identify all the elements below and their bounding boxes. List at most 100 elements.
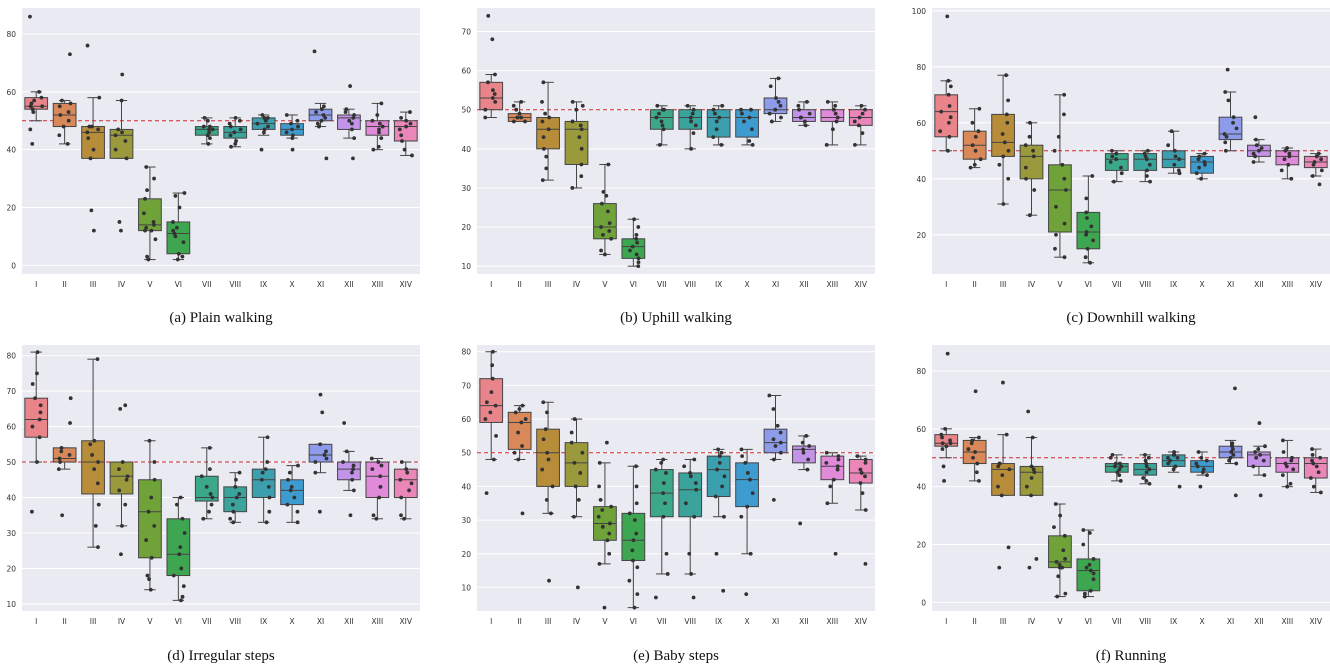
x-tick-label: IV: [118, 617, 126, 626]
data-point: [1289, 176, 1294, 181]
data-point: [599, 248, 603, 253]
y-tick-label: 60: [461, 415, 471, 424]
data-point: [1060, 162, 1065, 167]
x-tick-label: III: [90, 617, 97, 626]
data-point: [1118, 478, 1123, 483]
data-point: [519, 99, 524, 104]
data-point: [61, 124, 66, 129]
data-point: [804, 99, 809, 104]
data-point: [549, 511, 553, 516]
y-tick-label: 40: [916, 483, 926, 492]
data-point: [547, 115, 552, 120]
data-point: [143, 228, 147, 233]
data-point: [1030, 435, 1035, 440]
data-point: [857, 115, 862, 120]
data-point: [60, 513, 65, 518]
data-point: [1091, 238, 1095, 243]
data-point: [398, 477, 403, 482]
data-point: [691, 107, 696, 112]
box-body: [308, 443, 333, 463]
data-point: [516, 430, 520, 435]
data-point: [860, 111, 865, 116]
data-point: [151, 220, 156, 224]
data-point: [996, 464, 1001, 469]
data-point: [711, 107, 716, 112]
data-point: [1311, 461, 1316, 466]
data-point: [1254, 137, 1258, 142]
data-point: [1024, 176, 1028, 181]
data-point: [1166, 455, 1170, 460]
data-point: [1117, 467, 1122, 472]
data-point: [945, 351, 950, 356]
data-point: [657, 111, 661, 116]
box-VI: [621, 465, 646, 609]
data-point: [141, 211, 146, 216]
data-point: [664, 551, 669, 556]
data-point: [657, 143, 662, 147]
data-point: [402, 516, 407, 521]
data-point: [739, 107, 743, 112]
data-point: [713, 111, 717, 116]
data-point: [1114, 151, 1119, 156]
y-tick-label: 10: [461, 262, 471, 271]
data-point: [1064, 188, 1068, 192]
data-point: [596, 514, 601, 519]
data-point: [348, 513, 353, 518]
data-point: [1251, 464, 1256, 469]
data-point: [410, 153, 414, 158]
data-point: [318, 392, 323, 397]
x-tick-label: VII: [657, 617, 667, 626]
data-point: [1110, 452, 1115, 457]
data-point: [606, 209, 610, 214]
x-tick-label: II: [517, 617, 521, 626]
box-body: [52, 447, 77, 463]
data-point: [1166, 143, 1171, 148]
data-point: [1052, 525, 1056, 530]
x-tick-label: XI: [1227, 280, 1234, 289]
data-point: [1177, 157, 1181, 162]
data-point: [687, 551, 692, 556]
data-point: [969, 441, 974, 446]
data-point: [207, 127, 211, 132]
data-point: [715, 467, 720, 472]
box-X: [735, 448, 759, 555]
data-point: [68, 421, 72, 425]
data-point: [970, 143, 975, 148]
box-body: [81, 126, 105, 159]
data-point: [634, 252, 639, 257]
data-point: [1230, 441, 1235, 446]
data-point: [1318, 490, 1323, 495]
data-point: [209, 502, 214, 507]
data-point: [604, 193, 609, 198]
data-point: [1006, 545, 1011, 550]
data-point: [296, 463, 300, 468]
data-point: [404, 467, 409, 472]
box-body: [1019, 144, 1044, 180]
data-point: [1201, 470, 1205, 475]
data-point: [773, 444, 778, 448]
data-point: [719, 143, 724, 147]
data-point: [778, 450, 783, 455]
data-point: [290, 127, 294, 132]
data-point: [484, 491, 489, 496]
data-point: [176, 251, 181, 256]
data-point: [146, 257, 151, 262]
data-point: [836, 454, 841, 459]
data-point: [1282, 157, 1287, 162]
data-point: [691, 131, 696, 136]
data-point: [663, 501, 667, 506]
data-point: [117, 467, 121, 472]
data-point: [852, 119, 857, 124]
data-point: [1108, 160, 1113, 164]
x-tick-label: V: [602, 617, 608, 626]
data-point: [569, 430, 574, 435]
x-tick-label: VIII: [229, 280, 241, 289]
data-point: [407, 488, 411, 493]
data-point: [966, 447, 971, 451]
data-point: [771, 497, 776, 502]
data-point: [87, 124, 92, 129]
y-tick-label: 60: [916, 425, 926, 434]
data-point: [144, 225, 149, 230]
data-point: [1144, 478, 1149, 483]
